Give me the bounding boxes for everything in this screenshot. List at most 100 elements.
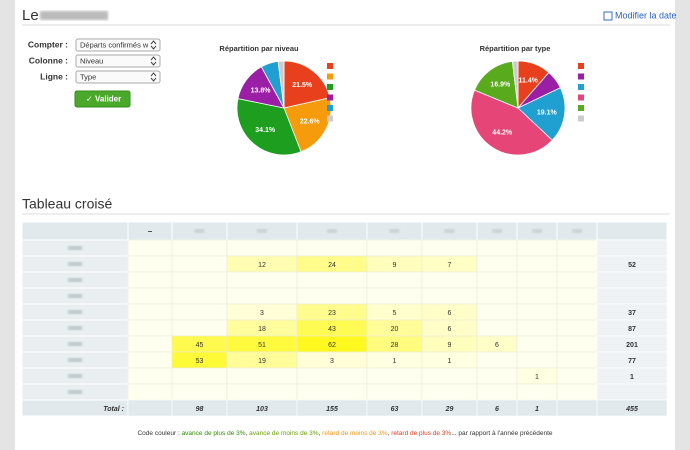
table-cell — [171, 239, 228, 257]
cell-value: 103 — [256, 406, 268, 413]
slice-label: 34.1% — [255, 127, 276, 134]
legend-segment: Code couleur : — [137, 430, 181, 437]
table-title: Tableau croisé — [22, 196, 112, 212]
table-cell — [516, 351, 558, 369]
legend-swatch — [578, 94, 584, 101]
table-cell — [127, 399, 173, 417]
blurred-header — [257, 229, 267, 233]
table-cell — [476, 303, 518, 321]
table-cell — [127, 303, 173, 321]
table-cell — [596, 399, 668, 417]
table-cell — [556, 367, 598, 385]
table-cell — [476, 351, 518, 369]
table-cell — [226, 367, 298, 385]
slice-label: 22.6% — [300, 119, 321, 126]
blurred-row-label — [68, 326, 82, 330]
blurred-header — [327, 229, 337, 233]
legend-segment: retard de plus de 3% — [391, 430, 451, 437]
page-title: Le — [22, 7, 39, 24]
table-cell — [127, 335, 173, 353]
table-cell — [296, 367, 368, 385]
cell-value: 77 — [628, 358, 636, 365]
cell-value: 455 — [625, 406, 638, 413]
cell-value: 6 — [495, 342, 499, 349]
table-cell — [127, 351, 173, 369]
edit-date-link[interactable]: Modifier la date — [615, 10, 677, 20]
table-cell — [226, 239, 298, 257]
table-cell — [476, 239, 518, 257]
table-cell — [226, 271, 298, 289]
submit-button[interactable] — [74, 90, 131, 108]
blurred-row-label — [68, 374, 82, 378]
submit-label[interactable]: Valider — [95, 95, 121, 104]
legend-swatch — [578, 73, 584, 80]
table-cell — [556, 335, 598, 353]
cell-value: 7 — [448, 262, 452, 269]
select-value[interactable]: Type — [80, 72, 96, 81]
select-box[interactable] — [75, 38, 161, 52]
legend-segment: , — [246, 430, 250, 437]
svg-text:✓: ✓ — [86, 95, 93, 104]
table-cell — [516, 383, 558, 401]
table-cell — [366, 383, 423, 401]
select-box[interactable] — [75, 54, 161, 68]
table-cell — [226, 383, 298, 401]
table-cell — [226, 287, 298, 305]
table-cell — [421, 239, 478, 257]
legend-swatch — [327, 84, 333, 90]
cell-value: 12 — [258, 262, 266, 269]
table-cell — [127, 287, 173, 305]
table-cell — [127, 383, 173, 401]
slice-label: 16.9% — [490, 82, 511, 89]
pie-slice — [277, 60, 285, 109]
legend-swatch — [578, 105, 584, 111]
row-label: Total : — [103, 406, 124, 413]
table-cell — [556, 287, 598, 305]
table-cell — [366, 367, 423, 385]
blurred-row-label — [68, 342, 82, 346]
table-cell — [476, 287, 518, 305]
legend-segment: , — [388, 430, 392, 437]
pie-slice — [511, 60, 519, 109]
pie-slice — [470, 89, 553, 156]
table-cell — [476, 367, 518, 385]
slice-label: 19.1% — [537, 109, 558, 116]
table-cell — [556, 351, 598, 369]
table-cell — [596, 271, 668, 289]
blurred-header — [389, 229, 400, 233]
blurred-row-label — [68, 358, 82, 362]
chart-title: Répartition par niveau — [219, 44, 299, 53]
select-arrow-mask — [148, 72, 159, 82]
table-cell — [556, 383, 598, 401]
legend-swatch — [327, 94, 333, 101]
table-cell — [556, 303, 598, 321]
table-cell — [296, 239, 368, 257]
table-cell — [421, 367, 478, 385]
table-cell — [596, 239, 668, 257]
color-code-legend: Code couleur : avance de plus de 3%, ava… — [137, 430, 552, 437]
cell-value: 43 — [328, 326, 336, 333]
select-box[interactable] — [75, 70, 161, 84]
table-cell — [366, 287, 423, 305]
table-cell — [476, 255, 518, 273]
header-cell — [21, 221, 129, 241]
column-header: – — [148, 227, 153, 236]
cell-value: 3 — [260, 310, 264, 317]
legend-swatch — [327, 115, 333, 122]
table-cell — [421, 287, 478, 305]
calendar-icon[interactable] — [603, 11, 613, 21]
select-value[interactable]: Niveau — [80, 56, 103, 65]
table-cell — [171, 271, 228, 289]
pie-slice — [473, 60, 519, 109]
cell-value: 53 — [196, 358, 204, 365]
blurred-row-label — [68, 246, 82, 250]
table-cell — [556, 319, 598, 337]
legend-swatch — [327, 63, 333, 69]
select-value[interactable]: Départs confirmés w — [80, 40, 149, 49]
pie-slice — [283, 60, 331, 109]
legend-segment: retard de moins de 3% — [322, 430, 388, 437]
table-cell — [556, 239, 598, 257]
cell-value: 45 — [196, 342, 204, 349]
